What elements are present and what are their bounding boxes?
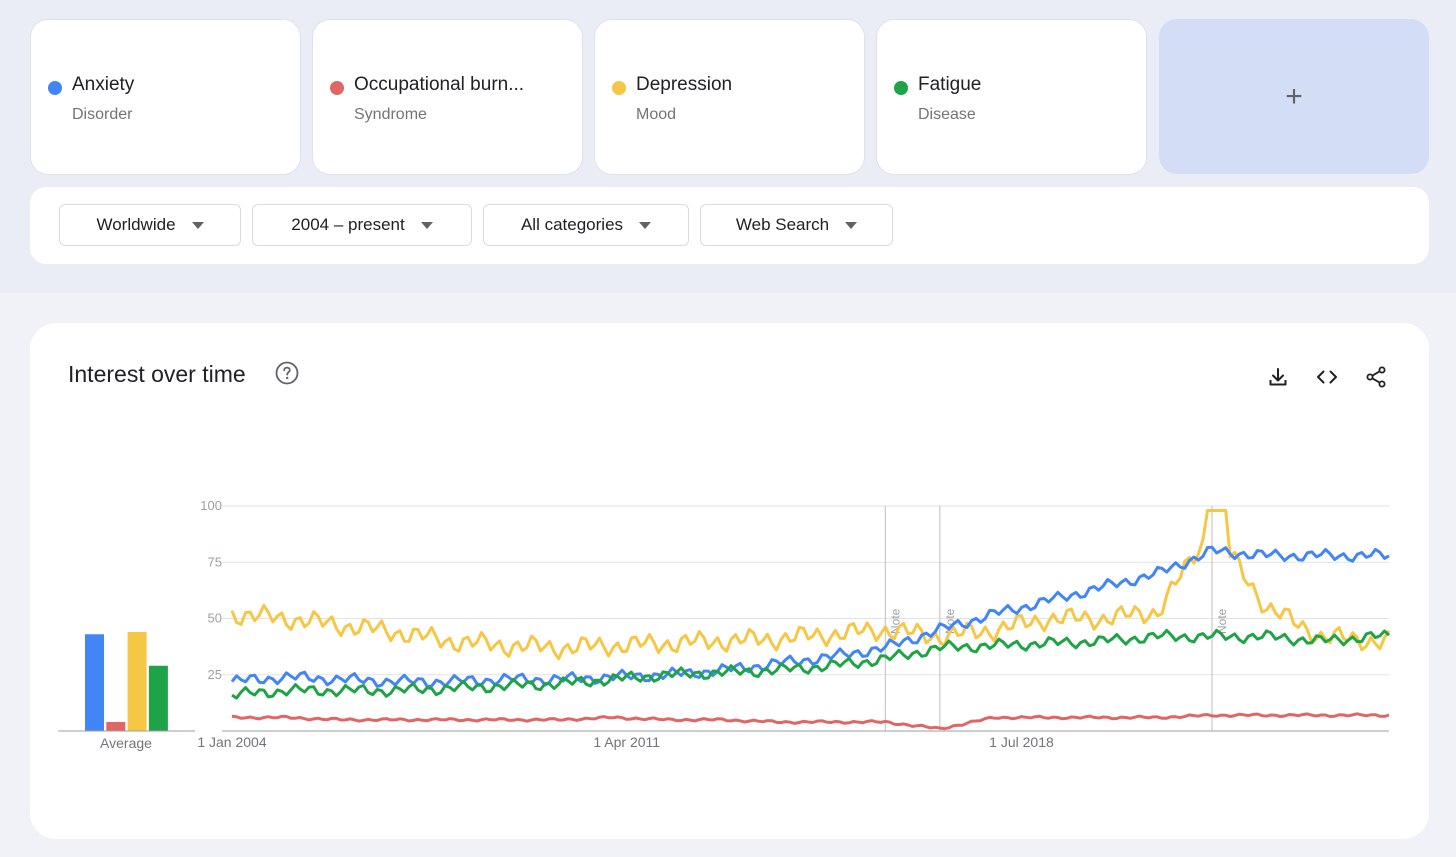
series-color-dot: [612, 81, 626, 95]
y-tick-label: 25: [208, 667, 222, 682]
filter-label: Worldwide: [96, 215, 176, 234]
download-icon[interactable]: [1266, 365, 1290, 389]
filter-bar: Worldwide 2004 – present All categories …: [30, 187, 1429, 264]
grid-lines: [222, 505, 1389, 732]
y-tick-label: 50: [208, 611, 222, 626]
plus-icon: +: [1285, 79, 1303, 113]
filter-label: Web Search: [735, 215, 830, 234]
term-name: Occupational burn...: [354, 74, 525, 95]
add-comparison-button[interactable]: +: [1159, 19, 1429, 174]
filter-label: All categories: [520, 215, 624, 234]
interest-over-time-panel: Interest over time 100 75 50 25 Note Note Not…: [30, 323, 1429, 839]
series-color-dot: [330, 81, 344, 95]
term-card-occupational-burnout[interactable]: Occupational burn... Syndrome: [312, 19, 583, 175]
series-lines: [230, 509, 1391, 731]
average-bar-0: [85, 634, 104, 731]
series-color-dot: [48, 81, 62, 95]
embed-icon[interactable]: [1315, 365, 1339, 389]
note-label: Note: [1215, 608, 1229, 634]
average-bar-3: [148, 665, 168, 731]
chart-notes: Note Note Note: [884, 506, 1229, 731]
filter-label: 2004 – present: [291, 215, 405, 234]
term-type: Disorder: [72, 106, 133, 123]
y-axis-ticks: 100 75 50 25: [200, 498, 222, 682]
panel-title: Interest over time: [68, 361, 246, 387]
average-bar-1: [106, 722, 126, 731]
series-line-fatigue: [231, 628, 1391, 700]
y-tick-label: 75: [208, 554, 222, 569]
series-line-anxiety: [230, 545, 1390, 688]
help-icon[interactable]: [275, 361, 299, 385]
average-bars: Average: [58, 632, 195, 751]
category-filter[interactable]: All categories: [483, 204, 689, 246]
series-color-dot: [894, 81, 908, 95]
series-line-occupational-burn-: [231, 712, 1390, 731]
term-type: Disease: [918, 106, 976, 123]
term-card-anxiety[interactable]: Anxiety Disorder: [30, 19, 301, 175]
term-card-fatigue[interactable]: Fatigue Disease: [876, 19, 1147, 175]
term-card-depression[interactable]: Depression Mood: [594, 19, 865, 175]
caret-down-icon: [420, 221, 433, 229]
search-type-filter[interactable]: Web Search: [700, 204, 893, 246]
average-bar-2: [127, 632, 147, 731]
x-tick-label: 1 Apr 2011: [593, 734, 660, 750]
share-icon[interactable]: [1364, 365, 1388, 389]
caret-down-icon: [845, 221, 858, 229]
term-type: Mood: [636, 106, 677, 123]
term-name: Depression: [636, 74, 733, 95]
x-tick-label: 1 Jan 2004: [197, 734, 266, 750]
location-filter[interactable]: Worldwide: [59, 204, 241, 246]
x-axis-ticks: 1 Jan 2004 1 Apr 2011 1 Jul 2018: [197, 734, 1054, 750]
caret-down-icon: [191, 221, 204, 229]
note-label: Note: [888, 608, 902, 634]
x-tick-label: 1 Jul 2018: [989, 734, 1054, 750]
term-type: Syndrome: [354, 106, 427, 123]
y-tick-label: 100: [200, 498, 222, 513]
time-range-filter[interactable]: 2004 – present: [252, 204, 472, 246]
series-line-depression: [230, 509, 1391, 661]
caret-down-icon: [639, 221, 652, 229]
term-name: Fatigue: [918, 74, 982, 95]
term-name: Anxiety: [72, 74, 135, 95]
average-label: Average: [100, 735, 152, 751]
